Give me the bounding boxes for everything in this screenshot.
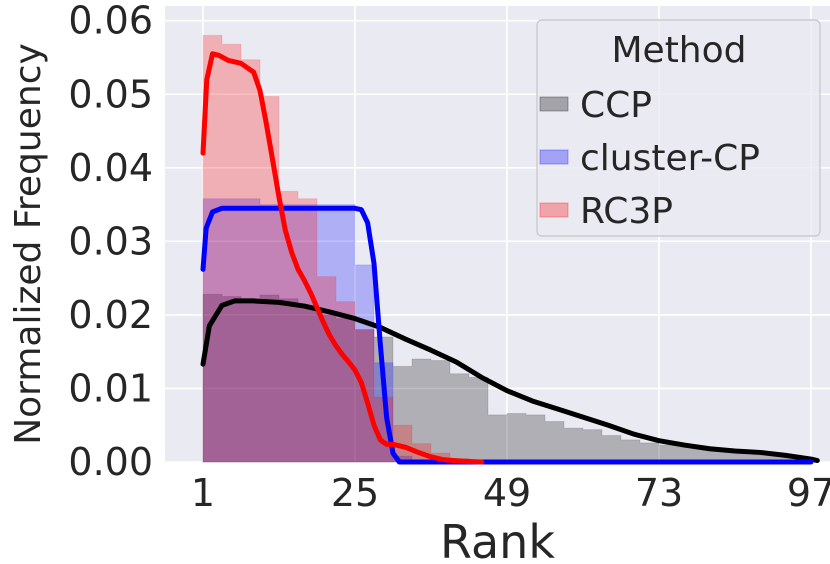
kde-line-cluster-cp [200,205,814,465]
y-tick-label: 0.01 [68,366,153,410]
kde-curves [200,51,820,465]
legend-swatch-cluster-cp [539,149,569,165]
legend-box [536,19,821,237]
x-tick-labels: 1 25 49 73 97 [191,471,830,515]
y-tick-label: 0.04 [68,146,153,190]
y-tick-label: 0.05 [68,72,153,116]
legend: Method CCP cluster-CP RC3P [536,19,821,237]
y-tick-label: 0.03 [68,219,153,263]
legend-swatch-ccp [539,96,569,112]
x-tick-label: 49 [483,471,531,515]
legend-items: CCP cluster-CP RC3P [539,85,760,232]
y-tick-label: 0.00 [68,440,153,484]
legend-label-cluster-cp: cluster-CP [580,138,760,179]
legend-label-ccp: CCP [580,85,652,126]
kde-line-rc3p [200,51,485,465]
x-tick-label: 73 [635,471,683,515]
legend-label-rc3p: RC3P [580,191,673,232]
kde-line-ccp [200,298,820,464]
x-tick-label: 97 [787,471,830,515]
x-tick-label: 25 [331,471,379,515]
y-tick-label: 0.06 [68,0,153,43]
x-tick-label: 1 [191,471,215,515]
y-axis-title: Normalized Frequency [8,43,49,445]
y-tick-label: 0.02 [68,293,153,337]
y-tick-labels: 0.00 0.01 0.02 0.03 0.04 0.05 0.06 [68,0,153,484]
legend-title: Method [611,30,746,71]
legend-swatch-rc3p [539,202,569,218]
x-axis-title: Rank [440,515,555,564]
